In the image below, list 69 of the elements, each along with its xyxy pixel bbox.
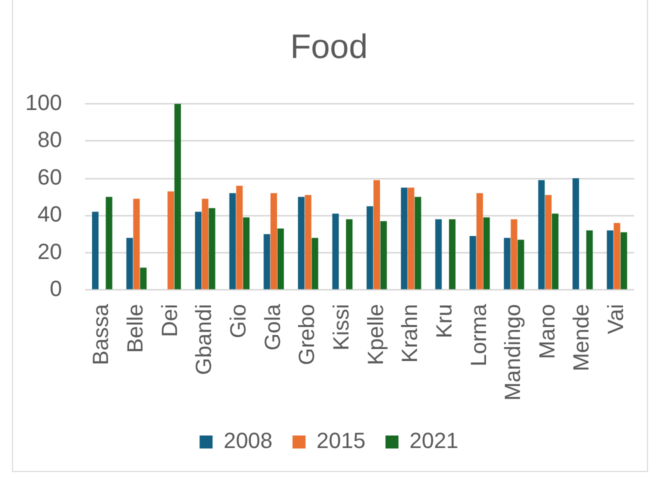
bar xyxy=(510,219,518,290)
bar xyxy=(264,234,270,290)
bar xyxy=(470,236,476,290)
x-tick-label: Krahn xyxy=(397,304,422,363)
y-tick-label: 40 xyxy=(38,202,62,227)
bar xyxy=(312,238,318,290)
x-tick-label: Lorma xyxy=(466,303,491,366)
bar xyxy=(504,238,510,290)
bar xyxy=(106,196,112,290)
x-tick-label: Bassa xyxy=(88,303,114,366)
bar xyxy=(92,212,99,290)
bar xyxy=(366,206,374,290)
bar xyxy=(346,219,353,290)
bar xyxy=(414,196,422,290)
y-tick-label: 0 xyxy=(50,276,62,302)
legend-label: 2008 xyxy=(224,428,273,454)
bar xyxy=(126,238,133,290)
bar xyxy=(552,214,558,290)
bar xyxy=(304,195,312,290)
bar xyxy=(448,219,456,290)
legend-label: 2021 xyxy=(409,428,458,454)
x-tick-label: Mende xyxy=(568,304,594,372)
bar xyxy=(435,219,442,290)
y-tick-label: 80 xyxy=(38,127,62,152)
x-tick-label: Mandingo xyxy=(500,304,526,401)
x-tick-label: Vai xyxy=(603,304,628,334)
y-tick-label: 20 xyxy=(38,238,62,264)
x-tick-label: Dei xyxy=(156,304,182,338)
bar xyxy=(168,191,174,290)
bar xyxy=(298,196,304,290)
bar xyxy=(174,104,181,290)
x-tick-label: Kru xyxy=(431,304,456,338)
bar xyxy=(202,198,208,290)
x-tick-label: Gio xyxy=(226,304,251,338)
x-tick-label: Belle xyxy=(122,304,148,353)
x-tick-label: Grebo xyxy=(294,304,320,366)
bar xyxy=(606,230,614,290)
bar xyxy=(229,193,236,290)
bar xyxy=(483,217,490,290)
bar xyxy=(400,188,408,290)
bar xyxy=(277,228,284,290)
x-tick-label: Kpelle xyxy=(362,304,388,366)
x-tick-label: Gola xyxy=(260,303,285,350)
y-tick-label: 100 xyxy=(25,90,62,115)
chart-title: Food xyxy=(290,28,368,66)
bar xyxy=(572,178,580,290)
bar xyxy=(545,195,552,290)
bar xyxy=(620,232,628,290)
bar xyxy=(373,180,380,290)
bar xyxy=(586,230,593,290)
x-tick-label: Gbandi xyxy=(191,304,216,375)
x-tick-label: Mano xyxy=(534,304,560,360)
bar xyxy=(518,240,524,290)
bar xyxy=(408,188,414,290)
bar xyxy=(243,217,250,290)
bar xyxy=(614,222,620,290)
bar xyxy=(476,193,483,290)
bar xyxy=(380,221,387,290)
bar xyxy=(133,198,140,290)
bar xyxy=(332,214,339,290)
bar xyxy=(140,268,147,290)
y-tick-label: 60 xyxy=(38,164,62,190)
bar xyxy=(236,186,243,290)
x-tick-label: Kissi xyxy=(328,304,354,350)
bar xyxy=(195,212,202,290)
bar xyxy=(538,180,545,290)
bar xyxy=(208,208,216,290)
bar xyxy=(270,193,278,290)
legend-label: 2015 xyxy=(316,428,366,454)
